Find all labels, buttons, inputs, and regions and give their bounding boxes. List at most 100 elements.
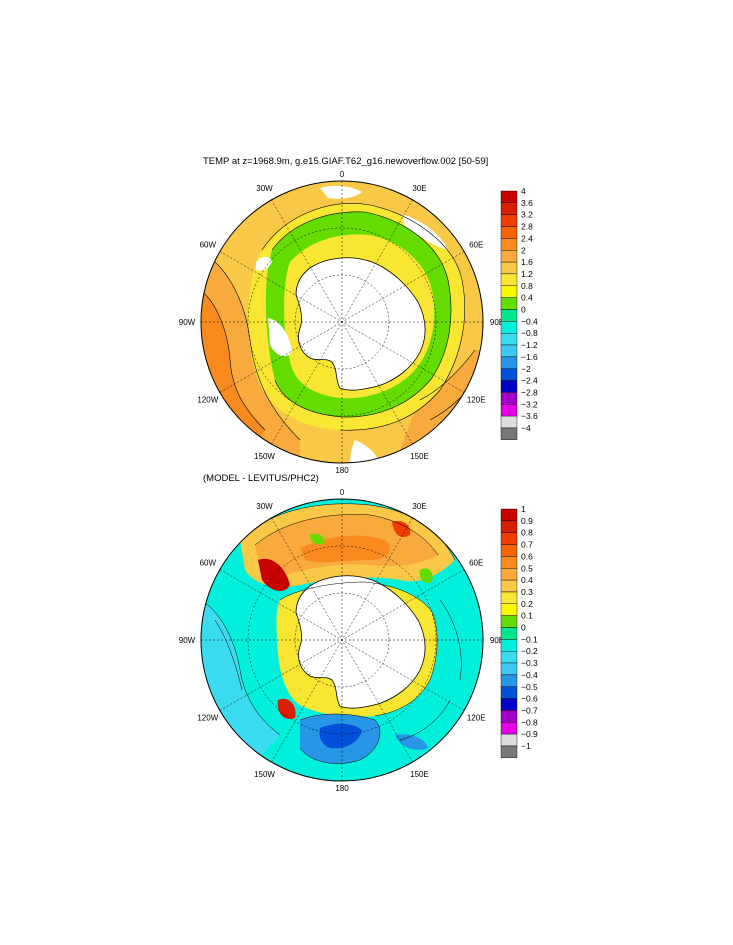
colorbar-swatch bbox=[500, 662, 518, 676]
bottom-anomaly-field bbox=[201, 499, 483, 781]
colorbar-tick-label: 3.2 bbox=[521, 210, 533, 220]
longitude-label: 180 bbox=[335, 466, 349, 475]
colorbar-tick-label: −0.7 bbox=[521, 706, 538, 716]
colorbar-tick-label: 0.2 bbox=[521, 599, 533, 609]
longitude-label: 90W bbox=[179, 318, 196, 327]
colorbar-tick-label: 2.4 bbox=[521, 233, 533, 243]
bottom-map bbox=[200, 498, 484, 782]
longitude-label: 0 bbox=[340, 488, 345, 497]
longitude-label: 60E bbox=[469, 241, 483, 250]
colorbar-swatch bbox=[500, 710, 518, 723]
colorbar-tick-label: 0.5 bbox=[521, 563, 533, 573]
colorbar-swatch bbox=[500, 556, 518, 569]
colorbar-swatch bbox=[500, 297, 518, 310]
colorbar-tick-label: −0.4 bbox=[521, 670, 538, 680]
colorbar-tick-label: 0.4 bbox=[521, 293, 533, 303]
colorbar-tick-label: 0.4 bbox=[521, 575, 533, 585]
colorbar-swatch bbox=[500, 214, 518, 227]
colorbar-tick-label: 0.8 bbox=[521, 528, 533, 538]
longitude-label: 60E bbox=[469, 559, 483, 568]
bottom-panel-title: (MODEL - LEVITUS/PHC2) bbox=[203, 473, 319, 484]
top-panel-title: TEMP at z=1968.9m, g.e15.GIAF.T62_g16.ne… bbox=[203, 156, 489, 167]
colorbar-tick-label: −0.8 bbox=[521, 717, 538, 727]
longitude-label: 120W bbox=[197, 396, 218, 405]
longitude-label: 60W bbox=[200, 241, 217, 250]
longitude-label: 30E bbox=[412, 502, 426, 511]
colorbar-tick-label: 0.9 bbox=[521, 516, 533, 526]
colorbar-swatch bbox=[500, 615, 518, 628]
longitude-label: 150W bbox=[254, 452, 275, 461]
colorbar-tick-label: 0.6 bbox=[521, 551, 533, 561]
colorbar-tick-label: −0.6 bbox=[521, 694, 538, 704]
colorbar-tick-label: −2.8 bbox=[521, 387, 538, 397]
colorbar-swatch bbox=[500, 380, 518, 393]
colorbar-swatch bbox=[500, 651, 518, 664]
colorbar-tick-label: −1 bbox=[521, 741, 531, 751]
longitude-label: 30E bbox=[412, 184, 426, 193]
colorbar-swatch bbox=[500, 415, 518, 429]
colorbar-swatch bbox=[500, 285, 518, 298]
colorbar-tick-label: 0.1 bbox=[521, 611, 533, 621]
colorbar-swatch bbox=[500, 344, 518, 358]
colorbar-swatch bbox=[500, 520, 518, 533]
colorbar-tick-label: 2.8 bbox=[521, 222, 533, 232]
longitude-label: 120E bbox=[467, 396, 486, 405]
colorbar-tick-label: −0.2 bbox=[521, 646, 538, 656]
colorbar-swatch bbox=[500, 603, 518, 616]
colorbar-swatch bbox=[500, 591, 518, 605]
longitude-label: 30W bbox=[256, 502, 273, 511]
colorbar-tick-label: −0.1 bbox=[521, 634, 538, 644]
colorbar-swatch bbox=[500, 427, 518, 441]
longitude-label: 120E bbox=[467, 714, 486, 723]
colorbar-swatch bbox=[500, 639, 518, 652]
top-longitude-labels: 0 30E 60E 90E 120E 150E 180 150W 120W 90W 60W 30W bbox=[179, 170, 504, 475]
colorbar-tick-label: −0.9 bbox=[521, 729, 538, 739]
colorbar-swatch bbox=[500, 722, 518, 735]
colorbar-swatch bbox=[500, 356, 518, 369]
bottom-colorbar: 1 0.9 0.8 0.70.6 0.5 0.4 0.3 0.2 0.1 0−0.1 −0.2 −0.… bbox=[500, 504, 538, 759]
colorbar-swatch bbox=[500, 733, 518, 747]
colorbar-swatch bbox=[500, 579, 518, 593]
colorbar-tick-label: −2 bbox=[521, 364, 531, 374]
colorbar-swatch bbox=[500, 202, 518, 215]
colorbar-tick-label: −2.4 bbox=[521, 376, 538, 386]
colorbar-tick-label: 0.3 bbox=[521, 587, 533, 597]
colorbar-tick-label: −0.4 bbox=[521, 316, 538, 326]
colorbar-tick-label: 1.6 bbox=[521, 257, 533, 267]
colorbar-tick-label: 2 bbox=[521, 245, 526, 255]
colorbar-tick-label: 0.8 bbox=[521, 281, 533, 291]
colorbar-swatch bbox=[500, 745, 518, 759]
colorbar-swatch bbox=[500, 273, 518, 286]
longitude-label: 90E bbox=[490, 318, 504, 327]
colorbar-tick-label: 0 bbox=[521, 623, 526, 633]
colorbar-tick-label: −1.6 bbox=[521, 352, 538, 362]
longitude-label: 150W bbox=[254, 770, 275, 779]
colorbar-tick-label: 0 bbox=[521, 305, 526, 315]
colorbar-swatch bbox=[500, 532, 518, 545]
colorbar-tick-label: −3.2 bbox=[521, 399, 538, 409]
colorbar-swatch bbox=[500, 674, 518, 687]
colorbar-swatch bbox=[500, 261, 518, 275]
longitude-label: 150E bbox=[410, 452, 429, 461]
longitude-label: 120W bbox=[197, 714, 218, 723]
colorbar-tick-label: 3.6 bbox=[521, 198, 533, 208]
longitude-label: 180 bbox=[335, 784, 349, 793]
colorbar-swatch bbox=[500, 686, 518, 699]
longitude-label: 150E bbox=[410, 770, 429, 779]
colorbar-tick-label: −0.3 bbox=[521, 658, 538, 668]
top-colorbar: 4 3.6 3.2 2.82.4 2 1.6 1.2 0.8 0.4 0−0.4 −0.8 −1.2 −… bbox=[500, 186, 538, 441]
colorbar-swatch bbox=[500, 544, 518, 557]
colorbar-tick-label: 1 bbox=[521, 504, 526, 514]
colorbar-swatch bbox=[500, 508, 518, 522]
top-temperature-field bbox=[201, 181, 483, 463]
colorbar-tick-label: −0.5 bbox=[521, 682, 538, 692]
colorbar-tick-label: 0.7 bbox=[521, 540, 533, 550]
longitude-label: 60W bbox=[200, 559, 217, 568]
colorbar-tick-label: 1.2 bbox=[521, 269, 533, 279]
colorbar-swatch bbox=[500, 404, 518, 417]
top-map bbox=[200, 180, 484, 464]
colorbar-swatch bbox=[500, 250, 518, 263]
longitude-label: 90W bbox=[179, 636, 196, 645]
longitude-label: 0 bbox=[340, 170, 345, 179]
colorbar-swatch bbox=[500, 368, 518, 381]
